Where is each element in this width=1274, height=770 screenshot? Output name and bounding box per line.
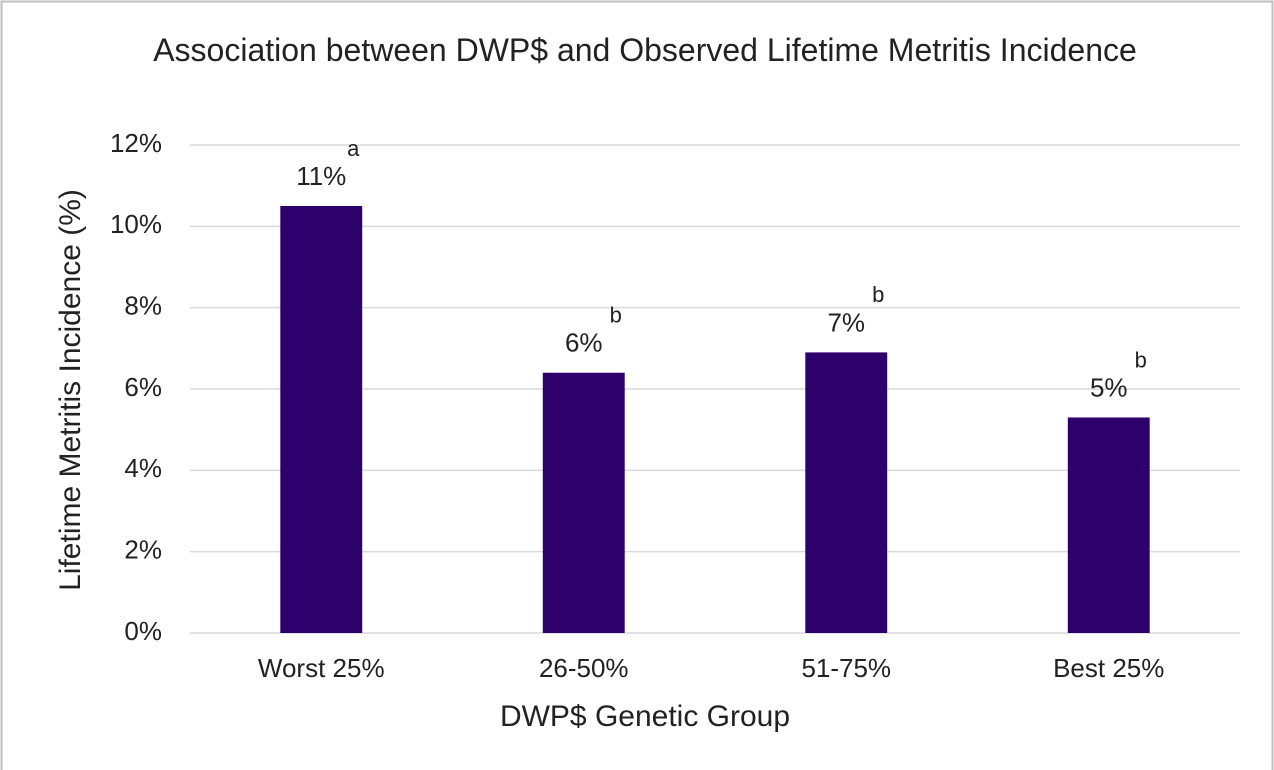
significance-letter: b xyxy=(872,282,884,307)
bar xyxy=(280,206,363,633)
significance-letter: b xyxy=(610,303,622,328)
value-label: 5% xyxy=(1090,372,1128,402)
significance-letter: b xyxy=(1135,347,1147,372)
value-label: 6% xyxy=(565,328,603,358)
chart-title: Association between DWP$ and Observed Li… xyxy=(153,32,1137,68)
y-tick-label: 12% xyxy=(110,128,162,158)
x-tick-label: 51-75% xyxy=(801,653,891,683)
x-tick-label: Best 25% xyxy=(1053,653,1164,683)
significance-letter: a xyxy=(347,136,360,161)
y-tick-label: 2% xyxy=(124,535,162,565)
y-tick-label: 8% xyxy=(124,291,162,321)
y-tick-label: 6% xyxy=(124,372,162,402)
value-label: 7% xyxy=(827,307,865,337)
y-tick-label: 4% xyxy=(124,453,162,483)
y-axis-label: Lifetime Metritis Incidence (%) xyxy=(54,189,87,591)
bar xyxy=(1067,417,1150,633)
bar xyxy=(805,352,888,633)
bar xyxy=(542,372,625,633)
value-label: 11% xyxy=(296,161,346,191)
x-axis-label: DWP$ Genetic Group xyxy=(500,700,790,733)
y-tick-label: 10% xyxy=(110,209,162,239)
x-tick-label: Worst 25% xyxy=(258,653,385,683)
x-tick-label: 26-50% xyxy=(539,653,629,683)
y-tick-label: 0% xyxy=(124,616,162,646)
